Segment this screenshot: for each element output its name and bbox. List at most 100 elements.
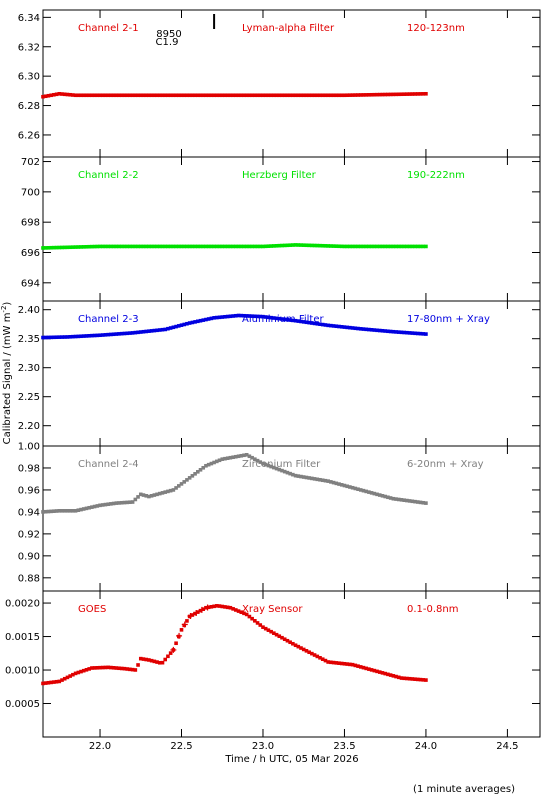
data-point: [358, 327, 363, 331]
data-point: [418, 500, 423, 505]
data-point: [383, 244, 387, 249]
data-point: [253, 244, 257, 249]
x-tick-label: 23.5: [333, 741, 355, 752]
data-point: [418, 677, 423, 682]
data-point: [337, 93, 341, 98]
data-point: [209, 244, 214, 249]
data-point: [130, 500, 135, 504]
data-point: [318, 93, 322, 98]
data-point: [326, 660, 330, 664]
data-point: [62, 245, 67, 250]
data-point: [182, 322, 187, 327]
data-point: [144, 493, 149, 498]
data-point: [272, 316, 276, 320]
data-point: [310, 476, 314, 481]
data-point: [220, 457, 225, 461]
data-point: [155, 328, 159, 333]
data-point: [136, 663, 140, 667]
data-point: [277, 634, 282, 639]
data-point: [356, 326, 360, 331]
x-tick-label: 22.5: [170, 741, 192, 752]
data-point: [106, 244, 110, 249]
y-tick-label: 0.0005: [5, 699, 40, 710]
data-point: [358, 244, 363, 249]
y-tick-label: 0.0020: [5, 599, 40, 610]
data-point: [114, 93, 119, 98]
data-point: [155, 660, 159, 664]
data-point: [380, 493, 385, 498]
data-point: [41, 681, 45, 686]
data-point: [54, 679, 59, 684]
data-point: [176, 324, 181, 328]
data-point: [353, 93, 358, 97]
data-point: [405, 244, 409, 249]
data-point: [138, 656, 143, 661]
data-point: [356, 487, 360, 492]
data-point: [201, 465, 206, 470]
data-point: [253, 619, 257, 623]
data-point: [348, 662, 352, 667]
data-point: [242, 93, 246, 98]
data-point: [128, 244, 132, 249]
data-point: [391, 674, 396, 678]
data-point: [114, 666, 119, 670]
data-point: [282, 243, 287, 248]
data-point: [296, 243, 301, 247]
data-point: [76, 508, 81, 513]
y-tick-label: 0.92: [18, 529, 40, 540]
data-point: [342, 93, 347, 98]
series-points: [41, 243, 428, 250]
data-point: [296, 644, 301, 649]
data-point: [157, 660, 162, 665]
data-point: [217, 315, 222, 320]
data-point: [239, 244, 244, 249]
data-point: [320, 93, 325, 98]
data-point: [225, 605, 230, 610]
data-point: [100, 93, 105, 98]
data-point: [386, 329, 390, 334]
data-point: [236, 244, 241, 249]
data-point: [388, 92, 393, 97]
data-point: [52, 92, 56, 97]
data-point: [312, 653, 317, 657]
data-point: [174, 93, 178, 98]
data-point: [407, 676, 412, 681]
data-point: [111, 93, 116, 98]
data-point: [95, 244, 100, 249]
data-point: [299, 243, 303, 247]
data-point: [356, 664, 360, 668]
data-point: [155, 244, 159, 249]
data-point: [149, 244, 154, 249]
data-point: [152, 493, 157, 497]
data-point: [76, 93, 81, 98]
data-point: [168, 651, 173, 655]
data-point: [160, 327, 165, 332]
data-point: [84, 668, 89, 672]
data-point: [117, 666, 121, 671]
data-point: [424, 244, 428, 249]
data-point: [361, 244, 366, 249]
data-point: [168, 93, 173, 98]
data-point: [196, 244, 200, 249]
data-point: [377, 670, 382, 674]
data-point: [198, 608, 203, 613]
y-tick-label: 0.88: [18, 573, 40, 584]
data-point: [231, 93, 235, 98]
y-axis-label-superscript: -2: [0, 306, 8, 313]
data-point: [166, 326, 170, 331]
data-point: [206, 93, 211, 98]
panel-band-label: 120-123nm: [407, 23, 465, 34]
data-point: [84, 93, 89, 98]
data-point: [394, 674, 398, 679]
data-point: [247, 614, 252, 619]
y-tick-label: 0.90: [18, 551, 40, 562]
data-point: [372, 328, 377, 332]
data-point: [49, 680, 53, 685]
data-point: [60, 509, 64, 513]
data-point: [114, 501, 119, 505]
data-point: [266, 93, 271, 98]
data-point: [147, 93, 151, 98]
data-point: [310, 93, 314, 98]
data-point: [212, 244, 216, 249]
data-point: [315, 93, 320, 98]
